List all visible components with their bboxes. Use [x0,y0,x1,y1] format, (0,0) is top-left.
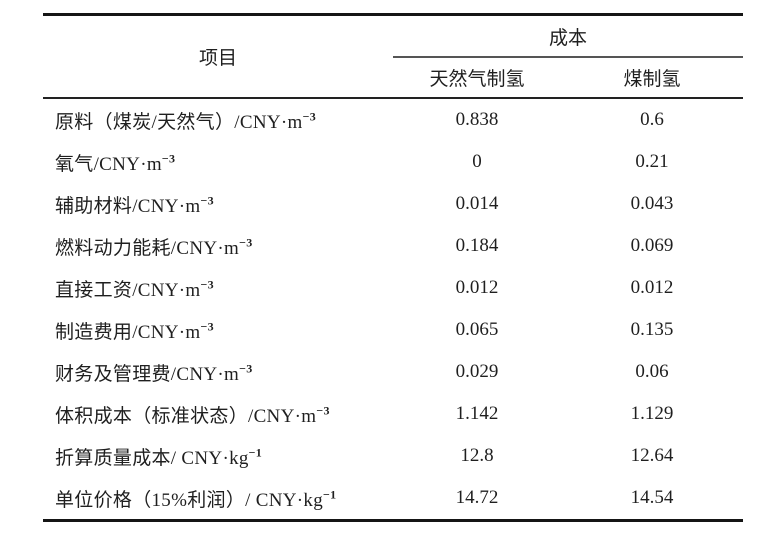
row-label: 制造费用/CNY·m−3 [43,309,393,351]
unit-superscript: −1 [323,487,337,502]
unit-superscript: −3 [200,319,214,334]
natural-gas-value: 12.8 [460,445,494,466]
table-body: 原料（煤炭/天然气）/CNY·m−3 0.838 0.6 氧气/CNY·m−3 … [43,98,743,521]
row-label: 单位价格（15%利润）/ CNY·kg−1 [43,477,393,521]
natural-gas-value: 1.142 [455,403,499,424]
natural-gas-value: 0.838 [455,109,499,130]
column-header-item: 项目 [43,14,393,99]
row-label: 氧气/CNY·m−3 [43,141,393,183]
column-header-coal: 煤制氢 [561,57,744,99]
column-header-cost-group: 成本 [393,14,744,58]
coal-value: 0.135 [630,319,674,340]
coal-value: 0.043 [630,193,674,214]
row-label-text: 体积成本（标准状态）/CNY·m [55,405,317,427]
unit-superscript: −3 [239,361,253,376]
table-row: 辅助材料/CNY·m−3 0.014 0.043 [43,183,743,225]
natural-gas-value: 0.184 [455,235,499,256]
table-row: 单位价格（15%利润）/ CNY·kg−1 14.72 14.54 [43,477,743,521]
natural-gas-value: 0.014 [455,193,499,214]
natural-gas-value: 0 [472,151,482,172]
unit-superscript: −3 [239,235,253,250]
row-label-text: 原料（煤炭/天然气）/CNY·m [55,111,303,133]
table-row: 折算质量成本/ CNY·kg−1 12.8 12.64 [43,435,743,477]
coal-value: 12.64 [630,445,674,466]
coal-value: 0.21 [635,151,669,172]
row-label-text: 辅助材料/CNY·m [55,195,201,217]
table-header: 项目 成本 天然气制氢 煤制氢 [43,14,744,99]
table-row: 燃料动力能耗/CNY·m−3 0.184 0.069 [43,225,743,267]
natural-gas-value: 14.72 [455,487,499,508]
unit-superscript: −1 [248,445,263,460]
coal-value: 0.069 [630,235,674,256]
unit-superscript: −3 [200,193,214,208]
unit-superscript: −3 [200,277,214,292]
natural-gas-value: 0.029 [455,361,499,382]
header-row-group: 项目 成本 [43,14,744,99]
row-label: 燃料动力能耗/CNY·m−3 [43,225,393,267]
row-label: 辅助材料/CNY·m−3 [43,183,393,225]
row-label-text: 氧气/CNY·m [55,153,162,175]
row-label: 体积成本（标准状态）/CNY·m−3 [43,393,393,435]
row-label: 财务及管理费/CNY·m−3 [43,351,393,393]
natural-gas-value: 0.065 [455,319,499,340]
row-label-text: 燃料动力能耗/CNY·m [55,237,240,259]
unit-superscript: −3 [161,151,176,166]
header-row-methods: 天然气制氢 煤制氢 [43,57,744,99]
row-label: 原料（煤炭/天然气）/CNY·m−3 [43,98,393,141]
coal-value: 0.06 [635,361,669,382]
row-label: 直接工资/CNY·m−3 [43,267,393,309]
table-row: 直接工资/CNY·m−3 0.012 0.012 [43,267,743,309]
coal-value: 14.54 [630,487,674,508]
row-label-text: 财务及管理费/CNY·m [55,363,240,385]
row-label-text: 单位价格（15%利润）/ CNY·kg [55,489,323,511]
hydrogen-cost-table: 项目 成本 天然气制氢 煤制氢 原料（煤炭/天然气）/CNY·m−3 0.838… [43,13,744,522]
table-row: 财务及管理费/CNY·m−3 0.029 0.06 [43,351,743,393]
unit-superscript: −3 [302,109,317,124]
table-row: 氧气/CNY·m−3 0 0.21 [43,141,743,183]
natural-gas-value: 0.012 [455,277,499,298]
row-label: 折算质量成本/ CNY·kg−1 [43,435,393,477]
column-header-natural-gas: 天然气制氢 [393,57,561,99]
row-label-text: 折算质量成本/ CNY·kg [55,447,249,469]
unit-superscript: −3 [316,403,330,418]
coal-value: 1.129 [630,403,674,424]
table-row: 制造费用/CNY·m−3 0.065 0.135 [43,309,743,351]
row-label-text: 直接工资/CNY·m [55,279,201,301]
coal-value: 0.012 [630,277,674,298]
coal-value: 0.6 [640,109,664,130]
table-row: 原料（煤炭/天然气）/CNY·m−3 0.838 0.6 [43,98,743,141]
row-label-text: 制造费用/CNY·m [55,321,201,343]
table-row: 体积成本（标准状态）/CNY·m−3 1.142 1.129 [43,393,743,435]
